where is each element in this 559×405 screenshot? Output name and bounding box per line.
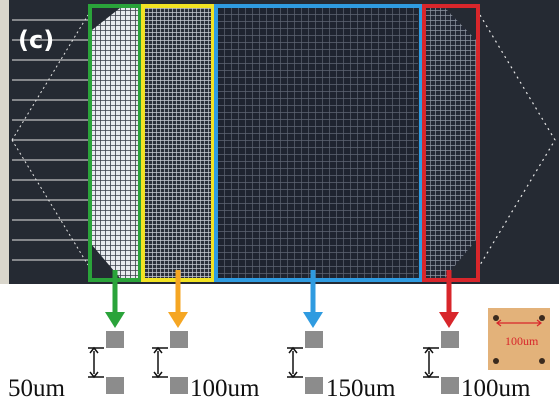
panel-label: (c) bbox=[18, 26, 54, 54]
grid-50 bbox=[92, 8, 138, 278]
spacing-arrows bbox=[88, 348, 439, 377]
spacing-label: 150um bbox=[326, 375, 396, 402]
spacing-label: 50um bbox=[8, 375, 66, 402]
left-edge bbox=[0, 0, 9, 284]
inset-label: 100um bbox=[505, 334, 539, 348]
pads bbox=[106, 331, 459, 394]
figure: (c) 50um 100um 150um 100um 100um bbox=[0, 0, 559, 405]
grid-100-right bbox=[426, 8, 476, 278]
spacing-label: 100um bbox=[190, 375, 260, 402]
spacing-label: 100um bbox=[461, 375, 531, 402]
grid-150 bbox=[218, 8, 418, 278]
grid-100 bbox=[145, 8, 211, 278]
